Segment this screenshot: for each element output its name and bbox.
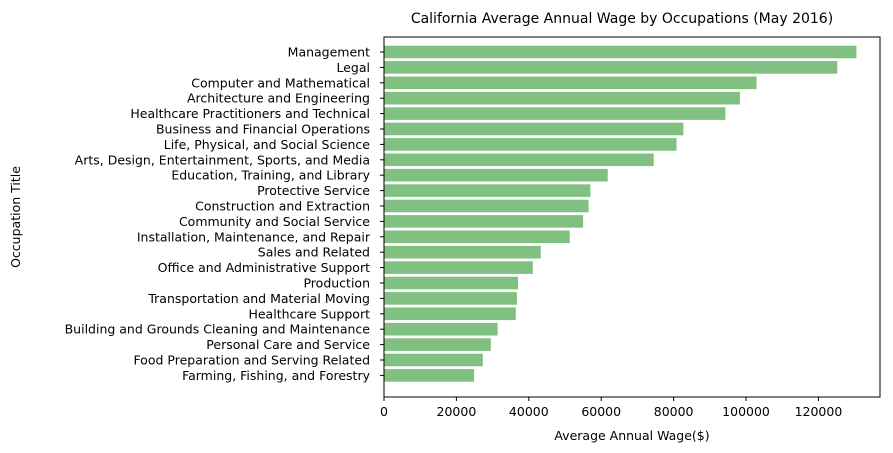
y-tick-label: Architecture and Engineering xyxy=(187,91,370,106)
bar xyxy=(384,184,591,197)
bars-group xyxy=(384,45,857,382)
bar xyxy=(384,338,491,351)
bar xyxy=(384,245,541,259)
bar xyxy=(384,76,757,90)
x-axis-label: Average Annual Wage($) xyxy=(554,428,709,443)
y-tick-label: Management xyxy=(288,45,370,60)
y-tick-label: Healthcare Practitioners and Technical xyxy=(130,106,370,121)
bar xyxy=(384,168,608,182)
bar xyxy=(384,353,483,367)
y-tick-label: Transportation and Material Moving xyxy=(147,291,370,306)
y-axis-label: Occupation Title xyxy=(8,166,23,268)
bar xyxy=(384,45,857,59)
bar xyxy=(384,138,677,151)
bar xyxy=(384,292,517,305)
y-tick-label: Healthcare Support xyxy=(248,306,370,321)
y-tick-label: Construction and Extraction xyxy=(195,199,370,214)
plot-frame xyxy=(383,36,881,398)
y-tick-label: Legal xyxy=(336,60,370,75)
bar xyxy=(384,307,516,321)
y-tick-label: Business and Financial Operations xyxy=(156,122,370,137)
x-tick-label: 100000 xyxy=(722,404,770,419)
bar xyxy=(384,153,654,167)
y-tick-label: Production xyxy=(303,276,370,291)
bar xyxy=(384,215,584,228)
bar xyxy=(384,261,533,274)
y-tick-label: Protective Service xyxy=(257,183,370,198)
bar xyxy=(384,369,475,382)
chart-title: California Average Annual Wage by Occupa… xyxy=(411,11,833,27)
y-tick-label: Installation, Maintenance, and Repair xyxy=(137,229,371,244)
bar xyxy=(384,122,684,136)
bar xyxy=(384,276,518,290)
x-tick-label: 0 xyxy=(380,404,388,419)
y-tick-label: Building and Grounds Cleaning and Mainte… xyxy=(65,322,371,337)
x-tick-label: 80000 xyxy=(654,404,694,419)
y-tick-label: Personal Care and Service xyxy=(206,337,370,352)
bar xyxy=(384,91,740,105)
x-tick-label: 60000 xyxy=(581,404,621,419)
bar xyxy=(384,322,498,336)
x-tick-label: 40000 xyxy=(509,404,549,419)
bar xyxy=(384,61,838,74)
y-tick-label: Education, Training, and Library xyxy=(171,168,370,183)
y-tick-label: Office and Administrative Support xyxy=(158,260,370,275)
y-tick-label: Arts, Design, Entertainment, Sports, and… xyxy=(75,152,370,167)
y-tick-label: Sales and Related xyxy=(258,245,370,260)
y-tick-label: Farming, Fishing, and Forestry xyxy=(182,368,371,383)
bar xyxy=(384,199,589,213)
x-tick-label: 20000 xyxy=(437,404,477,419)
x-tick-label: 120000 xyxy=(795,404,843,419)
y-tick-label: Food Preparation and Serving Related xyxy=(133,353,370,368)
bar xyxy=(384,107,726,120)
bar xyxy=(384,230,570,244)
x-ticks: 0 20000 40000 60000 80000 100000 120000 xyxy=(380,397,842,419)
y-tick-label: Community and Social Service xyxy=(179,214,370,229)
y-tick-label: Life, Physical, and Social Science xyxy=(164,137,371,152)
y-tick-label: Computer and Mathematical xyxy=(191,75,370,90)
